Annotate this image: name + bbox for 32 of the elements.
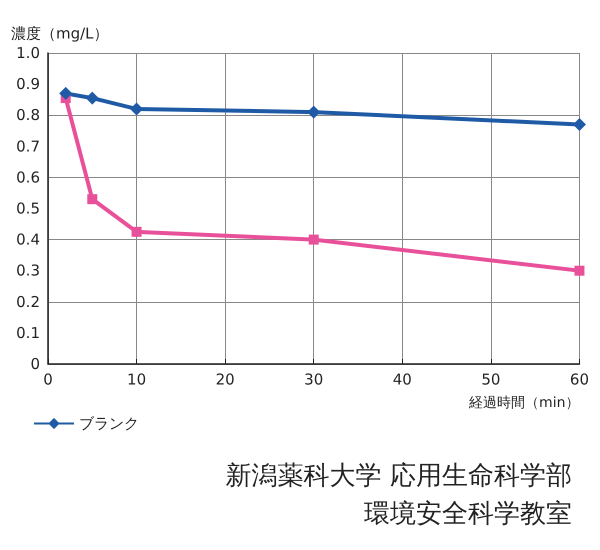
y-tick-label: 0.1 (16, 324, 40, 342)
text: 新潟薬科大学 応用生命科学部 (226, 461, 572, 491)
y-tick-label: 0.7 (16, 137, 40, 156)
x-tick-label: 20 (216, 370, 235, 388)
point (87, 194, 98, 204)
point (574, 266, 584, 276)
x-tick-label: 40 (392, 370, 412, 388)
y-tick-label: 0.2 (16, 292, 40, 311)
point (572, 118, 586, 132)
point (308, 234, 319, 245)
y-tick-label: 0.4 (16, 230, 40, 249)
y-tick-label: 0 (30, 355, 40, 373)
y-tick-label: 1.0 (16, 44, 40, 62)
x-tick-label: 30 (304, 370, 324, 388)
point (86, 92, 99, 105)
x-tick-label: 0 (43, 370, 53, 388)
x-tick-label: 10 (127, 370, 146, 388)
y-tick-label: 0.6 (16, 168, 40, 186)
y-tick-label: 0.5 (16, 200, 40, 218)
point (130, 102, 144, 116)
point (59, 86, 72, 100)
point (307, 106, 320, 119)
x-tick-label: 60 (570, 370, 590, 388)
y-tick-label: 0.8 (16, 106, 40, 124)
x-axis-title: 経過時間（min） (468, 395, 580, 411)
y-tick-label: 0.3 (16, 262, 40, 280)
text: 環境安全科学教室 (364, 499, 572, 529)
legend-label: ブランク (79, 414, 139, 432)
point (132, 226, 142, 237)
y-axis-title: 濃度（mg/L） (11, 24, 109, 42)
x-tick-label: 50 (481, 370, 500, 388)
y-tick-label: 0.9 (16, 75, 40, 94)
